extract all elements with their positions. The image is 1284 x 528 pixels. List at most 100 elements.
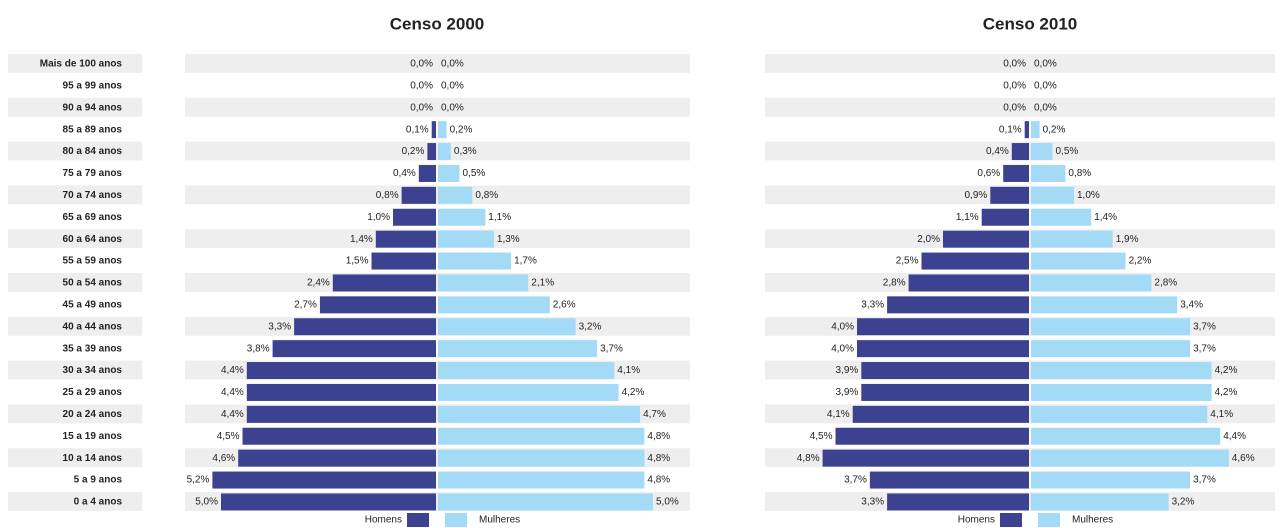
value-label: 0,5% xyxy=(463,168,486,179)
category-label: 90 a 94 anos xyxy=(63,102,123,113)
value-label: 0,0% xyxy=(410,102,433,113)
row-band xyxy=(8,141,142,161)
value-label: 1,3% xyxy=(497,234,520,245)
value-label: 3,2% xyxy=(1172,497,1195,508)
row-band xyxy=(185,97,690,117)
value-label: 5,0% xyxy=(656,497,679,508)
value-label: 0,1% xyxy=(999,124,1022,135)
category-label: Mais de 100 anos xyxy=(40,59,123,70)
value-label: 4,1% xyxy=(1210,409,1233,420)
value-label: 2,1% xyxy=(531,278,554,289)
bar xyxy=(371,252,436,270)
value-label: 5,0% xyxy=(195,497,218,508)
legend-swatch xyxy=(445,513,467,527)
bar xyxy=(1031,252,1126,270)
value-label: 5,2% xyxy=(187,475,210,486)
category-label: 30 a 34 anos xyxy=(63,365,123,376)
legend-label: Mulheres xyxy=(1072,515,1113,526)
bar xyxy=(1031,186,1074,204)
bar xyxy=(438,427,645,445)
bar xyxy=(1031,318,1191,336)
bar xyxy=(1031,164,1066,182)
row-band xyxy=(765,54,1275,73)
value-label: 0,9% xyxy=(965,190,988,201)
value-label: 4,4% xyxy=(221,365,244,376)
row-band xyxy=(8,229,142,249)
value-label: 0,0% xyxy=(1034,102,1057,113)
value-label: 4,4% xyxy=(221,387,244,398)
bar xyxy=(418,164,436,182)
bar xyxy=(438,362,615,380)
value-label: 3,7% xyxy=(1193,321,1216,332)
bar xyxy=(431,121,436,139)
chart-title: Censo 2010 xyxy=(983,14,1078,33)
legend-swatch xyxy=(407,513,429,527)
bar xyxy=(332,274,436,292)
value-label: 0,1% xyxy=(406,124,429,135)
value-label: 1,1% xyxy=(956,212,979,223)
value-label: 2,6% xyxy=(553,299,576,310)
bar xyxy=(438,252,512,270)
bar xyxy=(294,318,436,336)
value-label: 4,2% xyxy=(1215,387,1238,398)
value-label: 4,1% xyxy=(827,409,850,420)
category-label: 15 a 19 anos xyxy=(63,431,123,442)
bar xyxy=(869,471,1029,489)
value-label: 0,8% xyxy=(1068,168,1091,179)
bar xyxy=(1031,362,1212,380)
bar xyxy=(1031,405,1208,423)
bar xyxy=(1031,121,1040,139)
legend-label: Homens xyxy=(958,515,995,526)
bar xyxy=(438,383,619,401)
value-label: 4,2% xyxy=(622,387,645,398)
value-label: 4,6% xyxy=(212,453,235,464)
bar xyxy=(438,318,576,336)
bar xyxy=(438,164,460,182)
bar xyxy=(861,383,1029,401)
bar xyxy=(1031,383,1212,401)
value-label: 4,1% xyxy=(617,365,640,376)
row-band xyxy=(185,141,690,161)
category-label: 40 a 44 anos xyxy=(63,321,123,332)
row-band xyxy=(8,448,142,468)
value-label: 3,7% xyxy=(844,475,867,486)
row-band xyxy=(8,97,142,117)
value-label: 0,4% xyxy=(393,168,416,179)
value-label: 1,4% xyxy=(350,234,373,245)
value-label: 1,9% xyxy=(1116,234,1139,245)
category-label: 20 a 24 anos xyxy=(63,409,123,420)
bar xyxy=(246,383,436,401)
value-label: 0,2% xyxy=(450,124,473,135)
bar xyxy=(861,362,1029,380)
bar xyxy=(887,296,1029,314)
category-label: 5 a 9 anos xyxy=(74,475,123,486)
bar xyxy=(246,362,436,380)
row-band xyxy=(8,54,142,73)
value-label: 4,8% xyxy=(647,453,670,464)
bar xyxy=(238,449,436,467)
value-label: 4,0% xyxy=(831,343,854,354)
value-label: 0,0% xyxy=(1034,59,1057,70)
bar xyxy=(887,493,1029,511)
row-band xyxy=(185,185,690,205)
bar xyxy=(438,143,451,161)
row-band xyxy=(8,404,142,424)
value-label: 2,4% xyxy=(307,278,330,289)
category-label: 65 a 69 anos xyxy=(63,212,123,223)
value-label: 2,0% xyxy=(917,234,940,245)
bar xyxy=(1031,208,1092,226)
bar xyxy=(438,493,653,511)
value-label: 2,8% xyxy=(883,278,906,289)
value-label: 4,7% xyxy=(643,409,666,420)
value-label: 4,4% xyxy=(1223,431,1246,442)
category-label: 35 a 39 anos xyxy=(63,343,123,354)
bar xyxy=(908,274,1029,292)
value-label: 3,7% xyxy=(1193,475,1216,486)
value-label: 3,8% xyxy=(247,343,270,354)
value-label: 0,0% xyxy=(441,59,464,70)
value-label: 3,3% xyxy=(861,299,884,310)
category-label: 0 a 4 anos xyxy=(74,497,123,508)
bar xyxy=(1031,340,1191,358)
row-band xyxy=(185,229,690,249)
